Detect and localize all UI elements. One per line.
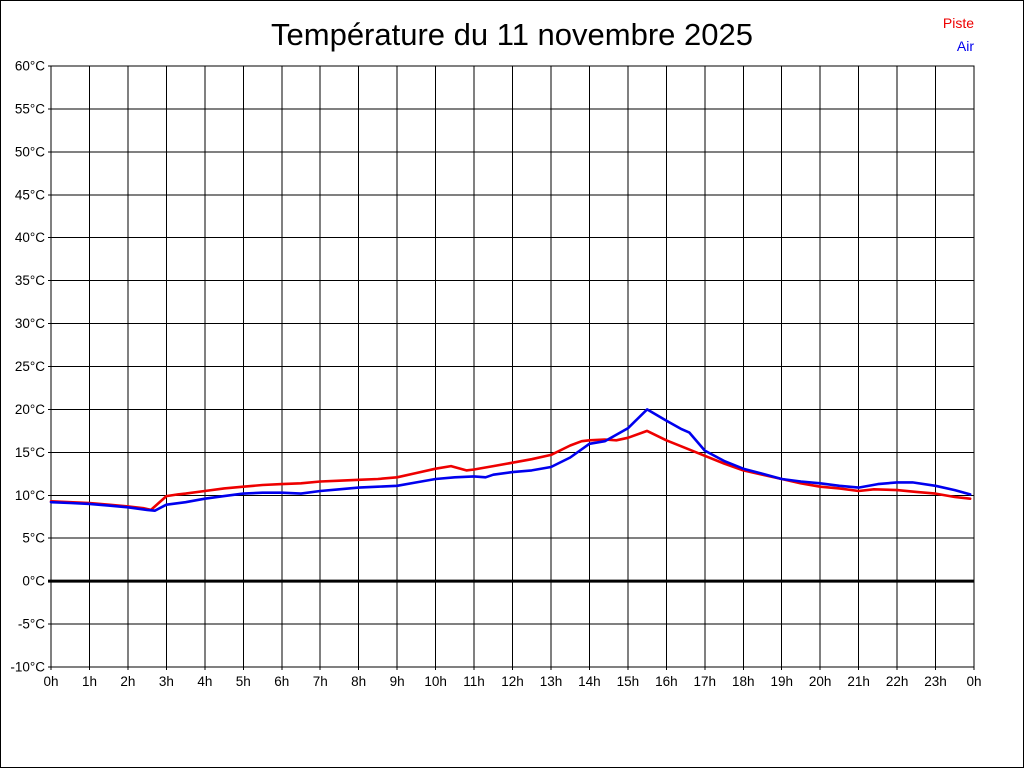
x-tick-label: 8h bbox=[351, 674, 366, 689]
y-tick-label: 60°C bbox=[15, 59, 45, 74]
x-tick-label: 14h bbox=[578, 674, 601, 689]
x-tick-label: 11h bbox=[463, 674, 485, 689]
x-tick-label: 4h bbox=[197, 674, 212, 689]
air-line bbox=[49, 408, 972, 513]
x-tick-label: 13h bbox=[540, 674, 563, 689]
legend-item-piste: Piste bbox=[942, 15, 974, 31]
x-tick-label: 18h bbox=[732, 674, 755, 689]
legend-item-air: Air bbox=[956, 38, 974, 54]
x-tick-label: 2h bbox=[120, 674, 135, 689]
y-tick-label: -10°C bbox=[10, 660, 45, 675]
x-tick-label: 0h bbox=[966, 674, 981, 689]
x-tick-label: 16h bbox=[655, 674, 678, 689]
x-tick-label: 22h bbox=[886, 674, 909, 689]
x-tick-label: 10h bbox=[424, 674, 447, 689]
x-tick-label: 19h bbox=[770, 674, 793, 689]
y-tick-label: 55°C bbox=[15, 101, 45, 116]
x-tick-label: 5h bbox=[236, 674, 251, 689]
y-tick-label: 40°C bbox=[15, 230, 45, 245]
legend: Piste Air bbox=[943, 12, 974, 58]
x-tick-label: 23h bbox=[924, 674, 947, 689]
x-tick-label: 15h bbox=[617, 674, 640, 689]
y-tick-label: 15°C bbox=[15, 445, 45, 460]
x-tick-label: 20h bbox=[809, 674, 832, 689]
x-tick-label: 17h bbox=[694, 674, 717, 689]
y-tick-label: 0°C bbox=[22, 574, 45, 589]
x-tick-label: 6h bbox=[274, 674, 289, 689]
x-tick-label: 3h bbox=[159, 674, 174, 689]
x-tick-label: 12h bbox=[501, 674, 524, 689]
chart-title: Température du 11 novembre 2025 bbox=[271, 17, 753, 52]
y-tick-label: 35°C bbox=[15, 273, 45, 288]
y-tick-label: -5°C bbox=[18, 617, 45, 632]
plot-border bbox=[50, 65, 975, 668]
x-tick-label: 9h bbox=[390, 674, 405, 689]
x-tick-label: 7h bbox=[313, 674, 328, 689]
x-tick-label: 1h bbox=[82, 674, 97, 689]
y-tick-label: 5°C bbox=[22, 531, 45, 546]
x-tick-label: 0h bbox=[43, 674, 58, 689]
y-tick-label: 45°C bbox=[15, 187, 45, 202]
y-tick-label: 20°C bbox=[15, 402, 45, 417]
y-tick-label: 10°C bbox=[15, 488, 45, 503]
y-tick-label: 30°C bbox=[15, 316, 45, 331]
piste-line bbox=[49, 429, 972, 512]
x-tick-label: 21h bbox=[847, 674, 870, 689]
y-tick-label: 25°C bbox=[15, 359, 45, 374]
y-tick-label: 50°C bbox=[15, 144, 45, 159]
